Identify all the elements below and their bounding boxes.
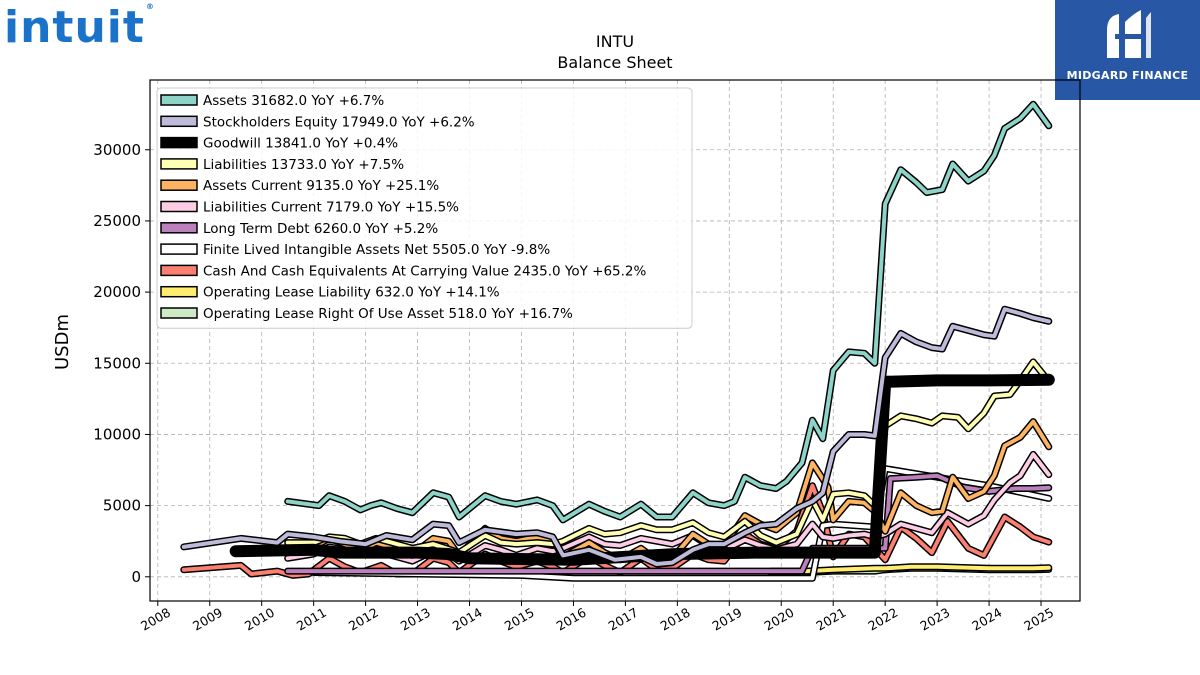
y-tick-label: 30000 [93, 141, 141, 159]
legend-label: Finite Lived Intangible Assets Net 5505.… [203, 242, 550, 258]
series-3 [284, 358, 1053, 557]
series-line [285, 359, 1051, 555]
x-tick-label: 2011 [294, 605, 329, 634]
legend-swatch [160, 222, 198, 234]
series-line [285, 102, 1051, 522]
legend-label: Long Term Debt 6260.0 YoY +5.2% [203, 221, 438, 237]
x-tick-label: 2020 [761, 605, 796, 634]
legend-swatch [160, 264, 198, 277]
midgard-emblem-icon [1107, 10, 1151, 58]
series-layer [180, 100, 1055, 582]
legend-swatch [160, 158, 198, 170]
legend-label: Liabilities 13733.0 YoY +7.5% [203, 157, 404, 173]
series-line [768, 564, 1051, 574]
x-tick-label: 2013 [398, 605, 433, 634]
x-tick-label: 2009 [190, 605, 225, 634]
legend: Assets 31682.0 YoY +6.7% Stockholders Equ… [156, 87, 693, 329]
y-tick-label: 0 [131, 568, 141, 586]
y-tick-label: 15000 [93, 354, 141, 372]
x-tick-label: 2012 [346, 605, 381, 634]
midgard-finance-logo: MIDGARD FINANCE [1055, 0, 1200, 100]
legend-swatch [160, 115, 198, 128]
legend-label: Operating Lease Liability 632.0 YoY +14.… [203, 285, 500, 301]
x-tick-label: 2016 [554, 605, 589, 634]
intuit-logo: intuit® [4, 2, 155, 53]
y-tick-label: 10000 [93, 425, 141, 443]
legend-label: Assets Current 9135.0 YoY +25.1% [203, 178, 439, 194]
series-line [231, 375, 1054, 565]
legend-label: Cash And Cash Equivalents At Carrying Va… [203, 263, 647, 279]
x-tick-label: 2018 [658, 605, 693, 634]
midgard-brand-text: MIDGARD FINANCE [1066, 69, 1189, 82]
legend-label: Liabilities Current 7179.0 YoY +15.5% [203, 200, 459, 216]
legend-swatch [160, 179, 198, 191]
x-tick-label: 2024 [969, 605, 1004, 634]
series-2 [229, 373, 1055, 566]
legend-swatch [160, 200, 198, 213]
x-tick-label: 2021 [813, 605, 848, 634]
y-axis-label: USDm [52, 314, 73, 370]
series-0 [284, 100, 1053, 524]
legend-label: Goodwill 13841.0 YoY +0.4% [203, 136, 398, 152]
x-tick-label: 2023 [917, 605, 952, 634]
legend-label: Operating Lease Right Of Use Asset 518.0… [203, 306, 573, 322]
plot-frame [149, 79, 1081, 602]
x-tick-label: 2025 [1021, 605, 1056, 634]
x-tick-label: 2014 [450, 605, 485, 634]
x-tick-label: 2010 [242, 605, 277, 634]
x-tick-label: 2017 [606, 605, 641, 634]
legend-swatch [160, 285, 198, 298]
series-line [181, 307, 1051, 566]
legend-swatch [160, 307, 198, 319]
x-tick-label: 2019 [710, 605, 745, 634]
legend-swatch [160, 243, 198, 255]
x-tick-label: 2015 [502, 605, 537, 634]
chart-title: INTU [596, 32, 634, 51]
y-tick-label: 20000 [93, 283, 141, 301]
x-tick-label: 2022 [865, 605, 900, 634]
y-tick-label: 5000 [103, 497, 141, 515]
series-9 [767, 563, 1053, 575]
legend-swatch [160, 136, 198, 149]
legend-box [156, 87, 693, 329]
series-1 [180, 305, 1053, 568]
x-tick-label: 2008 [138, 605, 173, 634]
legend-label: Assets 31682.0 YoY +6.7% [203, 93, 384, 109]
legend-swatch [160, 94, 198, 106]
y-tick-label: 25000 [93, 212, 141, 230]
legend-label: Stockholders Equity 17949.0 YoY +6.2% [203, 114, 475, 130]
chart-subtitle: Balance Sheet [557, 53, 672, 72]
